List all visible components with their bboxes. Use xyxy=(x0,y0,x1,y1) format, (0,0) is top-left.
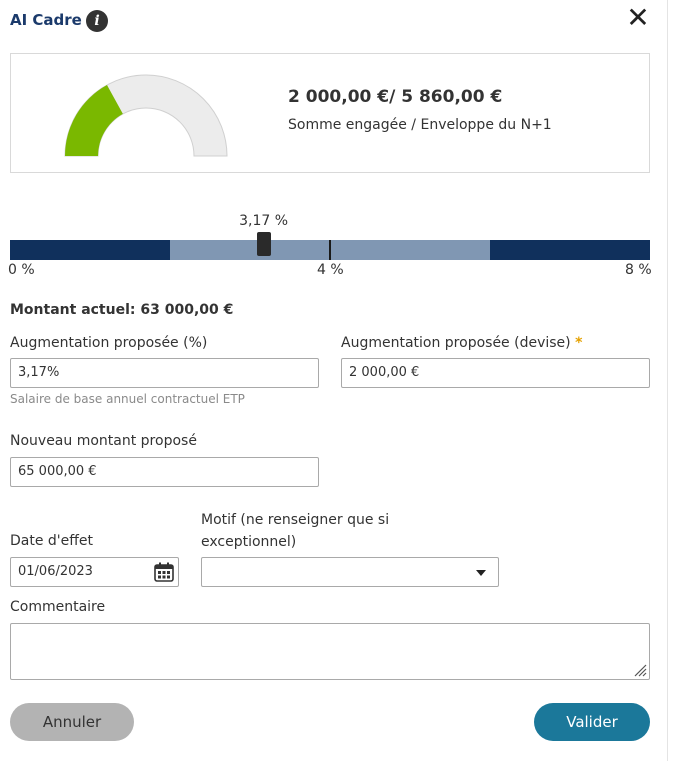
range-marker xyxy=(256,232,271,256)
new-amount-label: Nouveau montant proposé xyxy=(10,433,197,449)
resize-grip-icon[interactable] xyxy=(633,663,647,677)
close-icon[interactable]: ✕ xyxy=(626,1,650,34)
devise-field-label: Augmentation proposée (devise) * xyxy=(341,335,582,351)
current-amount: Montant actuel: 63 000,00 € xyxy=(10,302,234,318)
summary-caption: Somme engagée / Enveloppe du N+1 xyxy=(288,117,552,133)
cancel-button[interactable]: Annuler xyxy=(10,703,134,741)
devise-input[interactable]: 2 000,00 € xyxy=(341,358,650,388)
comment-textarea[interactable] xyxy=(10,623,650,680)
summary-amount: 2 000,00 €/ 5 860,00 € xyxy=(288,87,503,107)
motif-select[interactable] xyxy=(201,557,499,587)
motif-label-line2: exceptionnel) xyxy=(201,534,297,550)
info-icon[interactable]: i xyxy=(86,10,108,32)
devise-field-label-text: Augmentation proposée (devise) xyxy=(341,335,571,351)
range-target-tick xyxy=(329,240,331,260)
date-input[interactable]: 01/06/2023 xyxy=(10,557,179,587)
range-min-label: 0 % xyxy=(8,262,35,278)
calendar-icon[interactable] xyxy=(154,562,174,582)
range-value-label: 3,17 % xyxy=(239,213,289,229)
comment-label: Commentaire xyxy=(10,599,106,615)
date-label: Date d'effet xyxy=(10,533,94,549)
gauge-fill xyxy=(65,85,123,156)
summary-card: 2 000,00 €/ 5 860,00 € Somme engagée / E… xyxy=(10,53,650,173)
pct-hint: Salaire de base annuel contractuel ETP xyxy=(10,392,245,406)
range-max-label: 8 % xyxy=(625,262,652,278)
date-value: 01/06/2023 xyxy=(18,564,93,579)
chevron-down-icon xyxy=(476,570,486,576)
required-star: * xyxy=(575,335,583,351)
new-amount-input[interactable]: 65 000,00 € xyxy=(10,457,319,487)
budget-gauge xyxy=(64,74,228,157)
dialog-title: AI Cadre xyxy=(10,11,82,29)
range-mid-label: 4 % xyxy=(317,262,344,278)
validate-button[interactable]: Valider xyxy=(534,703,650,741)
motif-label-line1: Motif (ne renseigner que si xyxy=(201,512,390,528)
pct-field-label: Augmentation proposée (%) xyxy=(10,335,208,351)
pct-input[interactable]: 3,17% xyxy=(10,358,319,388)
range-bar xyxy=(10,240,650,260)
